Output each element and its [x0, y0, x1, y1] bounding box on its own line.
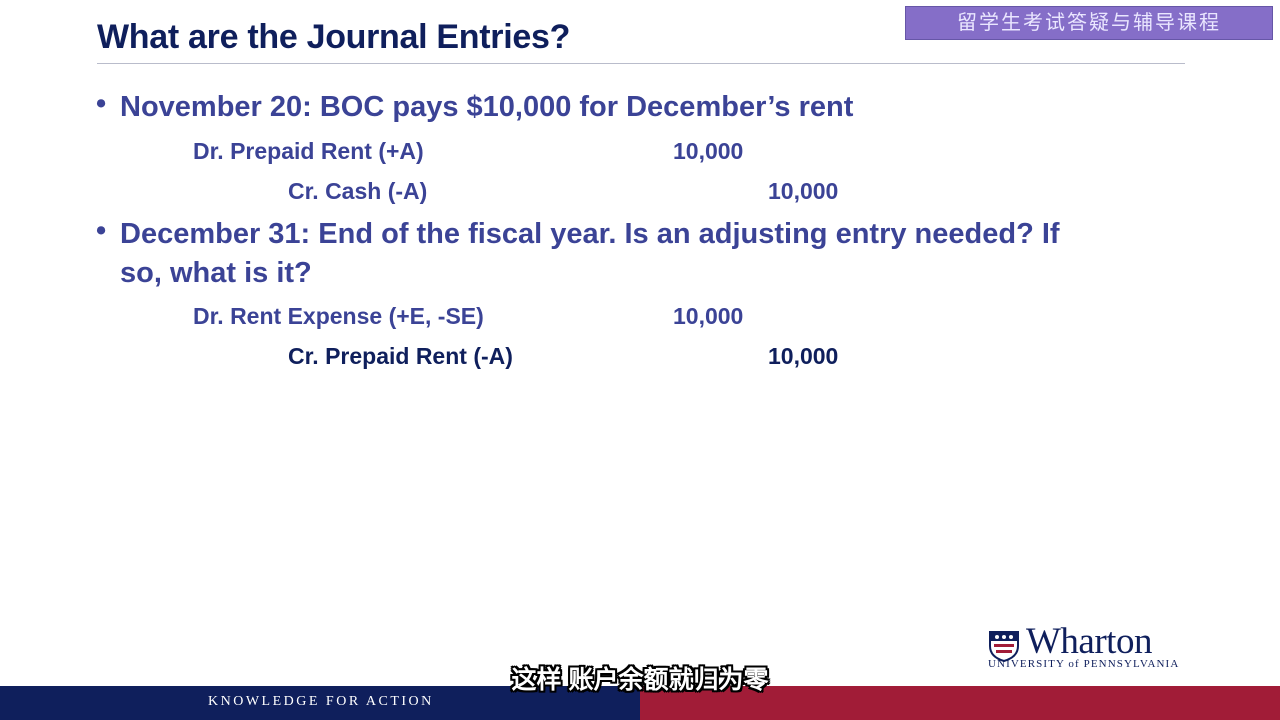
shield-icon	[989, 631, 1019, 662]
watermark-banner: 留学生考试答疑与辅导课程	[905, 6, 1273, 40]
debit-amount: 10,000	[673, 138, 744, 164]
bullet-text-december: December 31: End of the fiscal year. Is …	[120, 215, 1180, 293]
bullet-text-november: November 20: BOC pays $10,000 for Decemb…	[120, 88, 1180, 127]
footer-tagline: KNOWLEDGE FOR ACTION	[208, 694, 434, 709]
credit-amount: 10,000	[768, 343, 839, 369]
debit-entry-rent-expense: Dr. Rent Expense (+E, -SE)	[193, 303, 484, 329]
footer-band-crimson	[640, 686, 1280, 720]
logo-subtitle: UNIVERSITY of PENNSYLVANIA	[988, 658, 1180, 670]
credit-entry-prepaid-rent: Cr. Prepaid Rent (-A)	[288, 343, 513, 369]
credit-amount: 10,000	[768, 178, 839, 204]
footer-band-navy	[0, 686, 640, 720]
title-divider	[97, 63, 1185, 64]
bullet-marker: •	[96, 88, 107, 120]
logo-wordmark: Wharton	[1026, 621, 1152, 662]
bullet-line: November 20: BOC pays $10,000 for Decemb…	[120, 91, 854, 123]
bullet-marker: •	[96, 215, 107, 247]
slide-title: What are the Journal Entries?	[97, 18, 571, 56]
credit-entry-cash: Cr. Cash (-A)	[288, 178, 428, 204]
video-subtitle: 这样 账户余额就归为零	[511, 666, 769, 694]
wharton-logo: Wharton UNIVERSITY of PENNSYLVANIA	[988, 621, 1193, 672]
bullet-line: December 31: End of the fiscal year. Is …	[120, 218, 1060, 250]
debit-entry-prepaid-rent: Dr. Prepaid Rent (+A)	[193, 138, 424, 164]
bullet-line-continued: so, what is it?	[120, 257, 312, 289]
debit-amount: 10,000	[673, 303, 744, 329]
